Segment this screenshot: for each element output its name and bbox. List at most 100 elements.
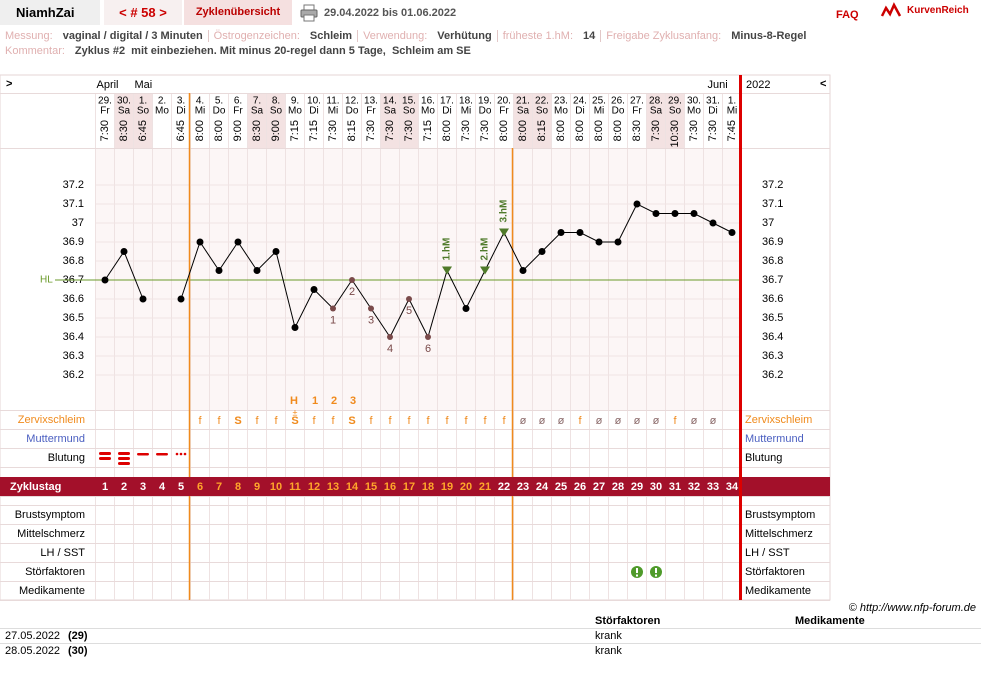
date: 11.: [326, 96, 339, 107]
y-tick-label: 36.6: [63, 293, 84, 305]
table-header: Medikamente: [795, 615, 865, 627]
row-label: Brustsymptom: [745, 509, 815, 521]
temperature-point: [690, 210, 698, 217]
weekend-bg: [133, 93, 153, 148]
date: 14.: [383, 96, 397, 107]
weekday: Mo: [288, 106, 302, 117]
weekday: Fr: [100, 106, 110, 117]
disturb-icon: [655, 574, 657, 577]
weekday: Sa: [118, 106, 131, 117]
cycle-day: 25: [555, 481, 567, 493]
cervix-value: f: [445, 415, 449, 427]
temperature-point: [576, 229, 584, 236]
cycle-nav[interactable]: < # 58 >: [104, 0, 182, 25]
date: 5.: [215, 96, 223, 107]
cycle-day: 33: [707, 481, 719, 493]
date: 6.: [234, 96, 242, 107]
cervix-value: ø: [539, 415, 546, 427]
weekday: So: [669, 106, 682, 117]
cervix-peak: 1: [312, 395, 318, 407]
temperature-point: [425, 334, 431, 340]
cycle-day: 1: [102, 481, 108, 493]
printer-icon[interactable]: [300, 4, 318, 22]
weekend-bg: [380, 93, 400, 148]
y-tick-label: 36.8: [762, 255, 783, 267]
cervix-value: ø: [558, 415, 565, 427]
cycle-day: 32: [688, 481, 700, 493]
temperature-point: [368, 305, 374, 312]
row-label: LH / SST: [40, 547, 85, 559]
y-tick-label: 36.5: [63, 312, 84, 324]
temperature-point: [671, 210, 679, 217]
weekend-bg: [532, 93, 552, 148]
weekday: Do: [346, 106, 359, 117]
weekend-bg: [646, 93, 666, 148]
time: 8:30: [118, 120, 130, 141]
weekday: So: [536, 106, 549, 117]
y-tick-label: 37.2: [63, 179, 84, 191]
weekend-bg: [266, 93, 286, 148]
logo[interactable]: KurvenReich: [907, 5, 969, 16]
weekday: Di: [176, 106, 185, 117]
tab-overview[interactable]: Zyklenübersicht: [184, 0, 292, 25]
weekday: Mo: [155, 106, 169, 117]
info-value: vaginal / digital / 3 Minuten: [62, 30, 203, 42]
cycle-day-bar: [0, 477, 830, 496]
date: 22.: [535, 96, 549, 107]
row-label: Zyklustag: [10, 481, 61, 493]
y-tick-label: 37.1: [762, 198, 783, 210]
temperature-point: [253, 267, 261, 274]
logo-icon: [880, 2, 902, 17]
date: 16.: [421, 96, 435, 107]
time: 8:15: [346, 120, 358, 141]
date: 1.: [728, 96, 736, 107]
cycle-day: 7: [216, 481, 222, 493]
cycle-day: 15: [365, 481, 377, 493]
bleeding-mark: [118, 462, 130, 465]
cycle-day: 27: [593, 481, 605, 493]
low-label: 2: [349, 286, 355, 298]
weekend-bg: [513, 93, 533, 148]
hm-label: 1.hM: [442, 238, 453, 261]
weekday: Fr: [233, 106, 243, 117]
temperature-point: [291, 324, 299, 331]
row-label: Störfaktoren: [745, 566, 805, 578]
cycle-day: 29: [631, 481, 643, 493]
cycle-day: 16: [384, 481, 396, 493]
weekday: Fr: [499, 106, 509, 117]
time: 8:00: [612, 120, 624, 141]
time: 7:15: [422, 120, 434, 141]
nav-right: <: [820, 78, 826, 90]
time: 7:30: [707, 120, 719, 141]
time: 8:00: [194, 120, 206, 141]
y-tick-label: 36.5: [762, 312, 783, 324]
row-label: Mittelschmerz: [745, 528, 813, 540]
time: 8:00: [517, 120, 529, 141]
y-tick-label: 37: [762, 217, 774, 229]
cervix-value: f: [255, 415, 259, 427]
low-label: 1: [330, 314, 336, 326]
row-line: [0, 643, 981, 644]
time: 8:00: [213, 120, 225, 141]
cervix-value: S: [234, 415, 241, 427]
y-tick-label: 36.9: [63, 236, 84, 248]
weekday: Do: [612, 106, 625, 117]
copyright: © http://www.nfp-forum.de: [848, 602, 976, 614]
time: 7:30: [460, 120, 472, 141]
time: 7:30: [365, 120, 377, 141]
info-line: Messung: vaginal / digital / 3 Minuten Öst…: [5, 30, 811, 42]
cervix-value: f: [673, 415, 677, 427]
cervix-value: S: [348, 415, 355, 427]
faq-link[interactable]: FAQ: [836, 9, 859, 21]
info-field: Freigabe Zyklusanfang: Minus-8-Regel: [600, 30, 811, 42]
cervix-value: f: [464, 415, 468, 427]
time: 7:30: [99, 120, 111, 141]
weekday: Mi: [594, 106, 605, 117]
bleeding-mark: [156, 453, 168, 456]
row-label: Zervixschleim: [18, 414, 85, 426]
bleeding-mark: [99, 457, 111, 460]
cervix-mark: ±: [293, 407, 298, 417]
y-tick-label: 36.4: [63, 331, 84, 343]
temperature-point: [480, 266, 490, 275]
bleeding-mark: [183, 452, 187, 456]
